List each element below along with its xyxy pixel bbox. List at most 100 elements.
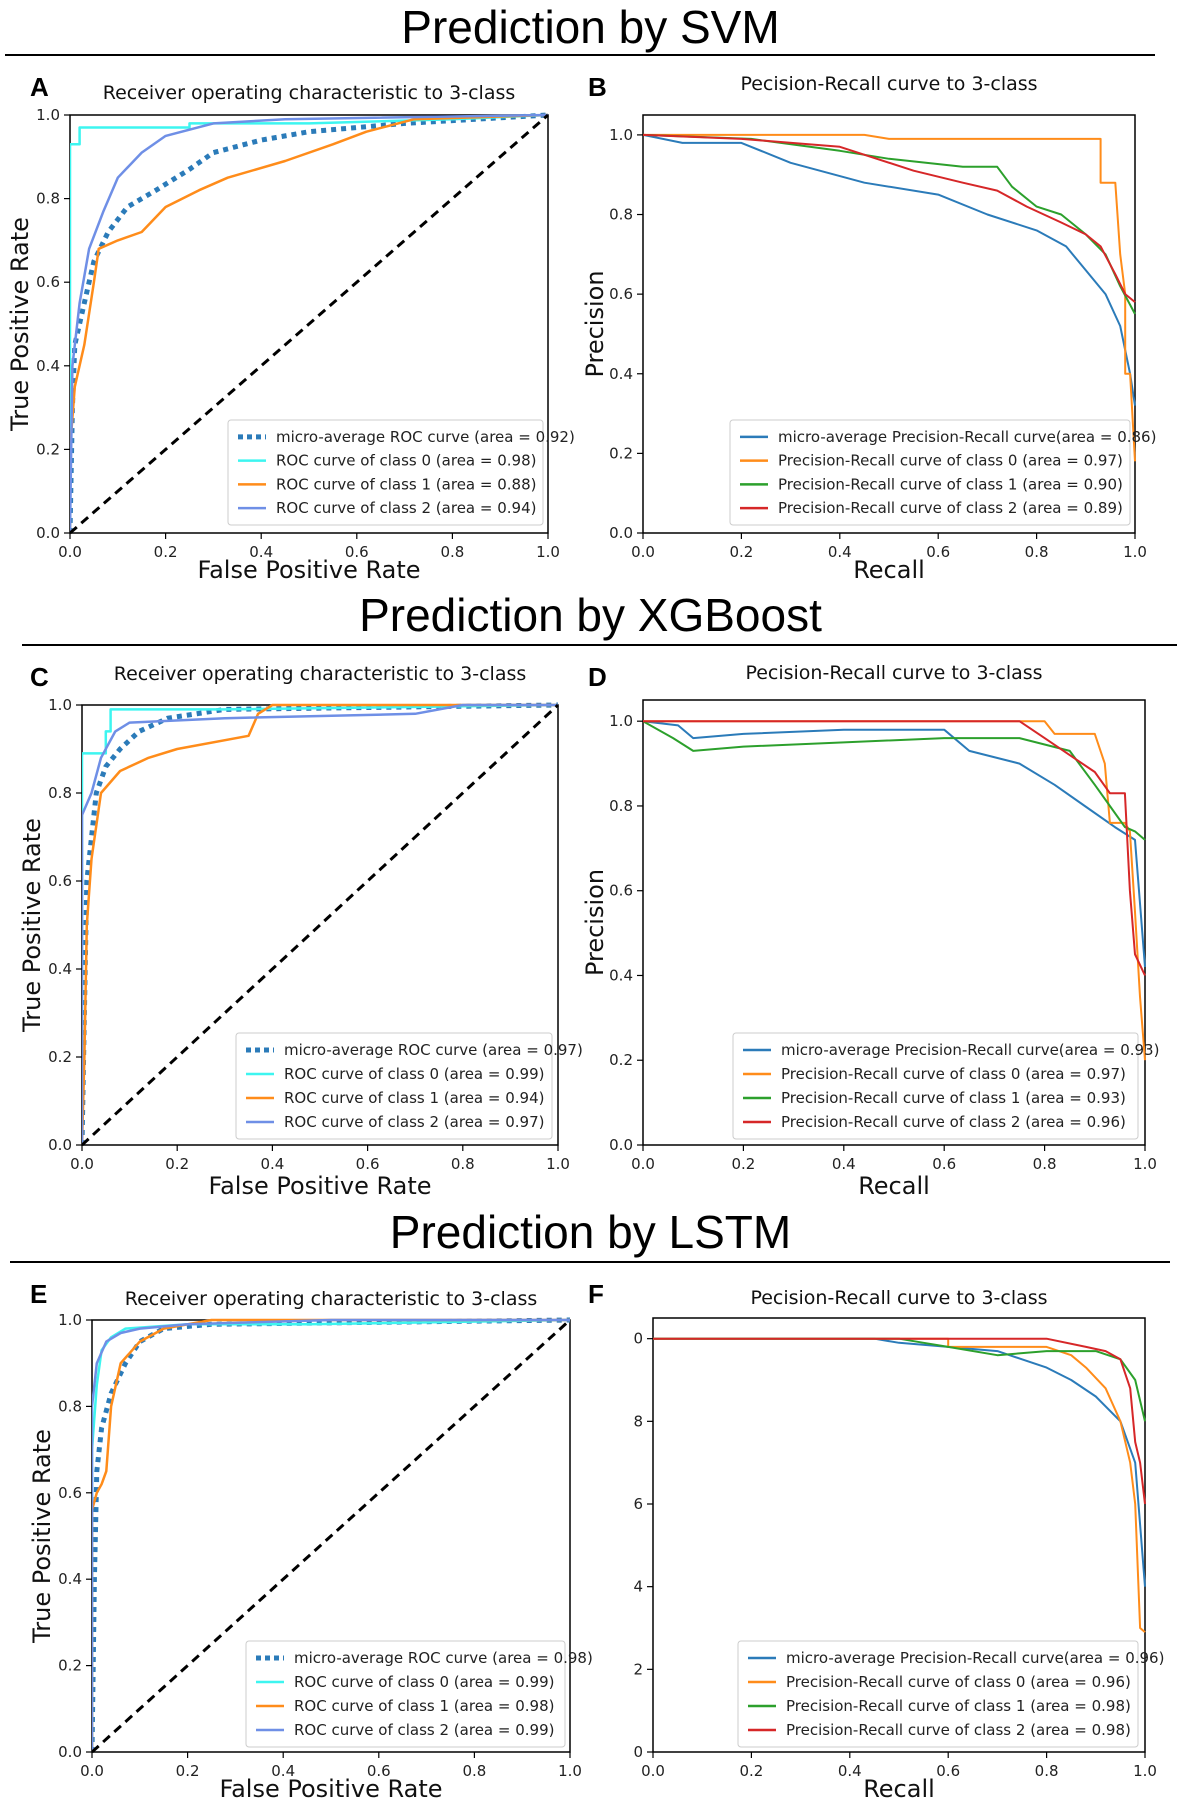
- legend-box: [235, 1032, 553, 1140]
- x-tick-label: 0.8: [462, 1762, 486, 1780]
- y-tick-label: 1.0: [36, 106, 60, 124]
- panel-letter-e: E: [30, 1279, 48, 1309]
- x-tick-label: 1.0: [558, 1762, 582, 1780]
- series-line-3: [643, 133, 1136, 303]
- section-title-lstm: Prediction by LSTM: [389, 1206, 792, 1258]
- x-tick-label: 0.0: [58, 543, 82, 561]
- x-tick-label: 0.0: [70, 1155, 94, 1173]
- series-line-3: [82, 703, 558, 1145]
- y-tick-label: 4: [633, 1578, 643, 1596]
- legend-entry: ROC curve of class 0 (area = 0.98): [276, 452, 536, 470]
- x-tick-label: 0.8: [440, 543, 464, 561]
- x-tick-label: 0.2: [739, 1762, 763, 1780]
- x-tick-label: 0.4: [832, 1155, 856, 1173]
- y-tick-label: 0.6: [36, 273, 60, 291]
- y-tick-label: 1.0: [609, 712, 633, 730]
- legend-entry: Precision-Recall curve of class 1 (area …: [786, 1697, 1131, 1715]
- y-tick-label: 1.0: [48, 696, 72, 714]
- x-tick-label: 0.4: [838, 1762, 862, 1780]
- y-tick-label: 0.0: [58, 1743, 82, 1761]
- x-tick-label: 0.6: [356, 1155, 380, 1173]
- panel-letter-f: F: [588, 1279, 604, 1309]
- series-line-1: [643, 133, 1136, 462]
- y-tick-label: 2: [633, 1660, 643, 1678]
- y-tick-label: 0.4: [36, 357, 60, 375]
- y-tick-label: 0.2: [609, 1051, 633, 1069]
- series-line-3: [70, 113, 549, 534]
- panel-letter-b: B: [588, 72, 607, 102]
- legend-box: [732, 1032, 1139, 1140]
- chance-diagonal-line: [92, 1318, 572, 1754]
- legend-entry: Precision-Recall curve of class 2 (area …: [786, 1721, 1131, 1739]
- series-line-1: [82, 703, 559, 1145]
- series-line-0: [92, 1317, 571, 1753]
- series-line-2: [82, 703, 558, 1146]
- section-title-xgboost: Prediction by XGBoost: [359, 589, 822, 641]
- legend-entry: Precision-Recall curve of class 0 (area …: [781, 1065, 1126, 1083]
- legend-entry: micro-average Precision-Recall curve(are…: [786, 1649, 1164, 1667]
- y-tick-label: 0.6: [58, 1484, 82, 1502]
- y-axis-label: Precision: [581, 270, 609, 377]
- chart-title: Receiver operating characteristic to 3-c…: [125, 1288, 538, 1310]
- x-tick-label: 0.8: [1025, 543, 1049, 561]
- x-tick-label: 0.8: [1035, 1762, 1059, 1780]
- series-line-3: [643, 720, 1146, 976]
- chart-title: Pecision-Recall curve to 3-class: [750, 1287, 1047, 1309]
- y-tick-label: 0.2: [609, 444, 633, 462]
- y-tick-label: 1.0: [58, 1311, 82, 1329]
- chart-panel-b: Pecision-Recall curve to 3-class 0.0 0.2 0.…: [581, 73, 1156, 584]
- legend-box: [227, 419, 544, 526]
- y-tick-label: 0.4: [609, 966, 633, 984]
- y-tick-label: 0.6: [609, 285, 633, 303]
- x-tick-label: 0.8: [1033, 1155, 1057, 1173]
- x-tick-label: 1.0: [1123, 543, 1147, 561]
- y-tick-label: 0.4: [58, 1570, 82, 1588]
- legend-entry: micro-average Precision-Recall curve(are…: [781, 1041, 1159, 1059]
- y-axis-label: True Positive Rate: [28, 1429, 56, 1644]
- legend-entry: ROC curve of class 1 (area = 0.98): [294, 1697, 554, 1715]
- legend-entry: micro-average ROC curve (area = 0.92): [276, 428, 575, 446]
- x-tick-label: 0.0: [80, 1762, 104, 1780]
- x-tick-label: 0.2: [731, 1155, 755, 1173]
- x-axis-label: Recall: [863, 1775, 935, 1803]
- legend-entry: micro-average ROC curve (area = 0.97): [284, 1041, 583, 1059]
- series-line-2: [653, 1337, 1146, 1422]
- y-tick-label: 1.0: [609, 126, 633, 144]
- series-line-0: [70, 112, 549, 534]
- chart-title: Pecision-Recall curve to 3-class: [745, 662, 1042, 684]
- legend-entry: Precision-Recall curve of class 1 (area …: [781, 1089, 1126, 1107]
- y-axis-label: Precision: [581, 869, 609, 976]
- x-tick-label: 1.0: [536, 543, 560, 561]
- series-line-2: [70, 113, 549, 533]
- y-tick-label: 0.2: [58, 1657, 82, 1675]
- y-tick-label: 0.8: [609, 797, 633, 815]
- x-tick-label: 0.4: [271, 1762, 295, 1780]
- y-tick-label: 0.4: [609, 365, 633, 383]
- x-tick-label: 0.2: [154, 543, 178, 561]
- x-tick-label: 0.4: [828, 543, 852, 561]
- series-line-1: [643, 720, 1146, 1061]
- x-tick-label: 0.4: [249, 543, 273, 561]
- y-tick-label: 0.4: [48, 960, 72, 978]
- panel-letter-a: A: [30, 72, 49, 102]
- x-axis-label: False Positive Rate: [219, 1775, 442, 1803]
- y-tick-label: 0.2: [48, 1048, 72, 1066]
- chance-diagonal-line: [70, 113, 549, 535]
- legend-entry: micro-average ROC curve (area = 0.98): [294, 1649, 593, 1667]
- x-axis-label: False Positive Rate: [197, 556, 420, 584]
- chart-panel-d: Pecision-Recall curve to 3-class 0.0 0.2 0.…: [581, 662, 1159, 1200]
- y-tick-label: 0: [633, 1330, 643, 1348]
- legend-entry: ROC curve of class 2 (area = 0.99): [294, 1721, 554, 1739]
- chart-title: Receiver operating characteristic to 3-c…: [114, 663, 527, 685]
- chart-title: Pecision-Recall curve to 3-class: [740, 73, 1037, 95]
- legend-entry: micro-average Precision-Recall curve(are…: [778, 428, 1156, 446]
- chart-panel-c: Receiver operating characteristic to 3-c…: [18, 663, 583, 1200]
- chart-title: Receiver operating characteristic to 3-c…: [103, 82, 516, 104]
- series-line-0: [653, 1337, 1146, 1587]
- legend-entry: ROC curve of class 2 (area = 0.94): [276, 499, 536, 517]
- legend-entry: ROC curve of class 2 (area = 0.97): [284, 1113, 544, 1131]
- x-tick-label: 1.0: [1133, 1155, 1157, 1173]
- series-line-2: [643, 720, 1146, 841]
- x-tick-label: 0.0: [631, 1155, 655, 1173]
